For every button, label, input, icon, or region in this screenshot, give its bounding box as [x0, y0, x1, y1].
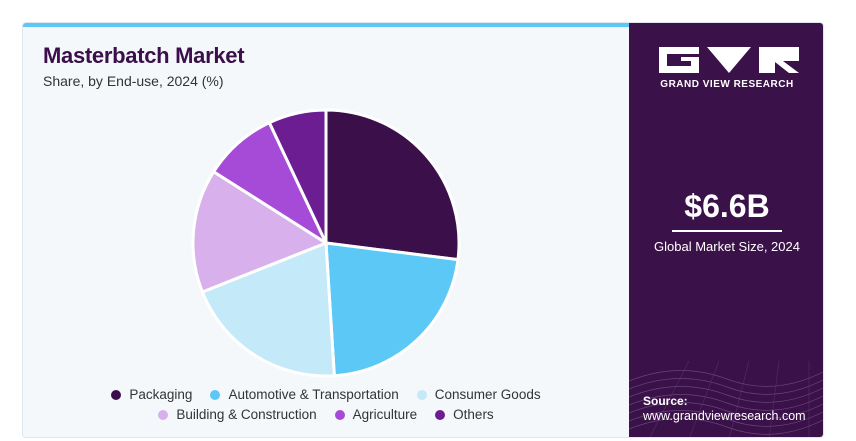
legend-row: Packaging Automotive & Transportation Cons… — [23, 387, 629, 402]
info-panel: GRAND VIEW RESEARCH $6.6B Global Market … — [629, 23, 823, 437]
legend-item: Building & Construction — [158, 407, 317, 422]
source-link[interactable]: www.grandviewresearch.com — [643, 409, 806, 423]
legend-dot-icon — [158, 409, 169, 420]
legend-label: Building & Construction — [176, 407, 317, 422]
legend: Packaging Automotive & Transportation Cons… — [23, 387, 629, 427]
legend-item: Automotive & Transportation — [210, 387, 399, 402]
grand-view-research-logo — [659, 47, 799, 73]
market-size-label: Global Market Size, 2024 — [654, 239, 800, 254]
pie-slice-others — [267, 108, 328, 245]
brand-name: GRAND VIEW RESEARCH — [660, 79, 794, 90]
legend-label: Others — [453, 407, 494, 422]
pie-chart — [191, 108, 461, 378]
chart-title: Masterbatch Market — [43, 43, 245, 68]
source-label: Source: — [643, 394, 688, 408]
legend-dot-icon — [416, 389, 427, 400]
divider — [672, 230, 782, 232]
pie-slice-building-construction — [191, 170, 328, 294]
legend-label: Agriculture — [352, 407, 418, 422]
legend-item: Others — [435, 407, 494, 422]
legend-dot-icon — [111, 389, 122, 400]
legend-item: Agriculture — [334, 407, 418, 422]
wave-pattern-decoration — [629, 360, 823, 437]
legend-label: Automotive & Transportation — [228, 387, 399, 402]
legend-item: Packaging — [111, 387, 192, 402]
legend-row: Building & Construction Agriculture Others — [23, 407, 629, 422]
legend-item: Consumer Goods — [416, 387, 541, 402]
accent-bar — [23, 23, 629, 27]
chart-subtitle: Share, by End-use, 2024 (%) — [43, 73, 224, 89]
market-size-value: $6.6B — [684, 188, 770, 224]
chart-card: Masterbatch Market Share, by End-use, 20… — [22, 22, 824, 438]
legend-dot-icon — [435, 409, 446, 420]
legend-label: Packaging — [129, 387, 193, 402]
legend-dot-icon — [334, 409, 345, 420]
legend-dot-icon — [210, 389, 221, 400]
pie-slice-packaging — [324, 108, 461, 262]
pie-slice-automotive-transportation — [324, 241, 460, 378]
legend-label: Consumer Goods — [434, 387, 541, 402]
pie-slice-consumer-goods — [200, 241, 336, 378]
